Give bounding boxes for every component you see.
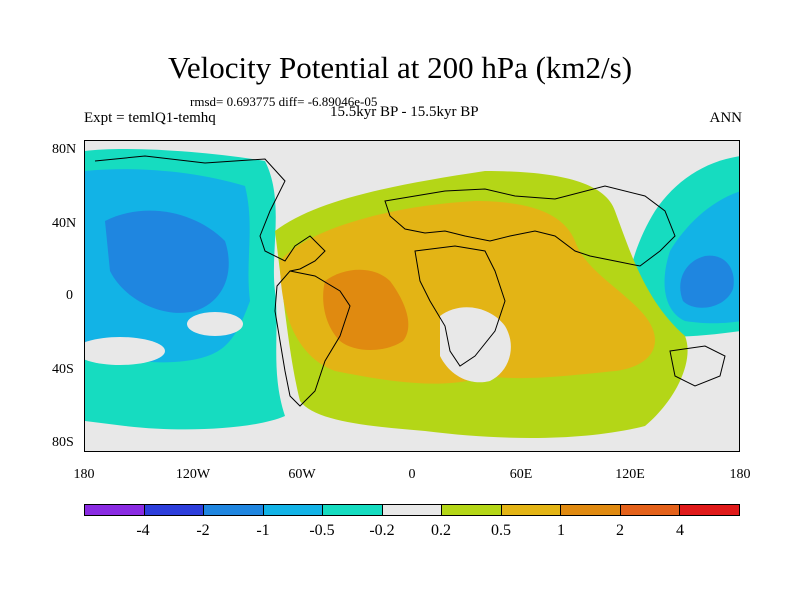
lat-label-80s: 80S: [52, 435, 74, 450]
colorbar-swatch: [382, 505, 443, 515]
colorbar-label: 0.2: [431, 522, 451, 539]
south-pacific-neutral-patch: [85, 337, 165, 365]
colorbar-swatch: [263, 505, 324, 515]
pacific-neutral-patch: [187, 312, 243, 336]
colorbar-label: -1: [256, 522, 270, 539]
stats-text: rmsd= 0.693775 diff= -6.89046e-05: [190, 94, 378, 109]
colorbar-swatch: [680, 505, 740, 515]
period-label: 15.5kyr BP - 15.5kyr BP: [330, 104, 479, 120]
lat-label-eq: 0: [66, 288, 73, 303]
colorbar-swatch: [501, 505, 562, 515]
velocity-potential-map: [84, 140, 740, 452]
west-pacific-blue-region: [680, 255, 734, 308]
lat-label-40n: 40N: [52, 216, 77, 231]
lon-label-180e: 180: [729, 467, 751, 482]
colorbar-swatch: [561, 505, 621, 515]
lat-label-80n: 80N: [52, 142, 77, 157]
colorbar-swatch: [323, 505, 383, 515]
colorbar-label: -2: [196, 522, 210, 539]
colorbar-swatch: [144, 505, 205, 515]
colorbar-swatch: [442, 505, 502, 515]
experiment-label: Expt = temlQ1-temhq: [84, 110, 216, 126]
colorbar-label: 1: [557, 522, 565, 539]
colorbar-label: 2: [616, 522, 624, 539]
colorbar-swatch: [85, 505, 145, 515]
lat-label-40s: 40S: [52, 362, 74, 377]
lon-label-60e: 60E: [509, 467, 533, 482]
lon-label-60w: 60W: [288, 467, 316, 482]
pacific-blue-region: [105, 210, 229, 313]
orange-region: [323, 269, 409, 350]
season-label: ANN: [709, 110, 743, 126]
colorbar: [84, 504, 740, 516]
coastlines: [94, 155, 726, 407]
colorbar-label: 0.5: [491, 522, 511, 539]
africa-neutral-patch: [440, 307, 511, 383]
colorbar-label: -0.2: [369, 522, 395, 539]
lon-label-120w: 120W: [175, 467, 211, 482]
lon-label-0: 0: [408, 467, 416, 482]
colorbar-label: -0.5: [309, 522, 335, 539]
lon-label-120e: 120E: [615, 467, 645, 482]
map-title: Velocity Potential at 200 hPa (km2/s): [167, 50, 633, 85]
lon-label-180w: 180: [73, 467, 95, 482]
colorbar-swatch: [620, 505, 681, 515]
colorbar-swatch: [204, 505, 264, 515]
colorbar-label: 4: [676, 522, 684, 539]
colorbar-label: -4: [136, 522, 150, 539]
